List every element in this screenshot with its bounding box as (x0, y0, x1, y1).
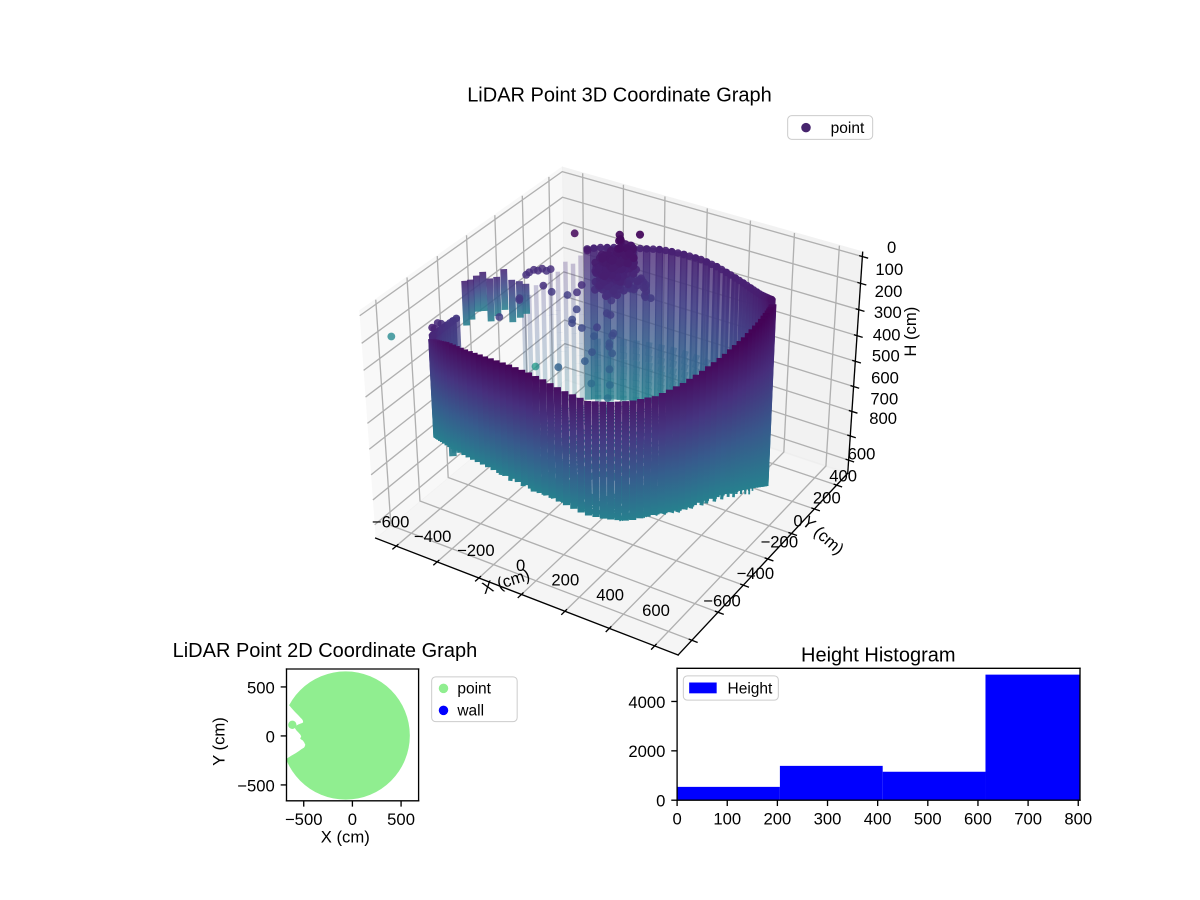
svg-text:400: 400 (829, 466, 857, 485)
svg-text:H (cm): H (cm) (901, 307, 920, 357)
svg-text:−400: −400 (737, 564, 775, 583)
svg-text:700: 700 (1014, 810, 1042, 829)
svg-text:200: 200 (875, 282, 903, 301)
svg-text:500: 500 (872, 346, 900, 365)
svg-text:−600: −600 (372, 513, 410, 532)
svg-text:500: 500 (247, 678, 275, 697)
svg-text:wall: wall (456, 703, 484, 720)
svg-text:800: 800 (869, 409, 897, 428)
svg-text:700: 700 (870, 390, 898, 409)
svg-text:500: 500 (914, 810, 942, 829)
svg-text:2000: 2000 (628, 742, 665, 761)
svg-text:400: 400 (596, 586, 624, 605)
svg-text:−200: −200 (457, 541, 495, 560)
svg-text:800: 800 (1064, 810, 1092, 829)
svg-text:−200: −200 (761, 532, 799, 551)
svg-text:Height Histogram: Height Histogram (801, 644, 956, 666)
svg-text:−400: −400 (414, 527, 452, 546)
svg-text:0: 0 (793, 511, 802, 530)
svg-text:0: 0 (672, 810, 681, 829)
svg-text:LiDAR Point 2D Coordinate Grap: LiDAR Point 2D Coordinate Graph (173, 640, 478, 662)
svg-text:0: 0 (656, 792, 665, 811)
svg-text:400: 400 (864, 810, 892, 829)
svg-text:200: 200 (763, 810, 791, 829)
svg-text:500: 500 (387, 810, 415, 829)
svg-text:X (cm): X (cm) (321, 828, 370, 847)
svg-text:200: 200 (551, 570, 579, 589)
svg-text:LiDAR Point 3D Coordinate Grap: LiDAR Point 3D Coordinate Graph (467, 84, 772, 106)
svg-text:−500: −500 (285, 810, 323, 829)
svg-text:point: point (457, 681, 491, 698)
svg-text:300: 300 (874, 303, 902, 322)
svg-text:Y (cm): Y (cm) (209, 717, 228, 766)
svg-text:0: 0 (348, 810, 357, 829)
svg-text:−600: −600 (703, 591, 741, 610)
svg-text:0: 0 (516, 556, 525, 575)
svg-text:4000: 4000 (628, 693, 665, 712)
svg-text:100: 100 (713, 810, 741, 829)
svg-text:600: 600 (871, 368, 899, 387)
svg-text:0: 0 (266, 727, 275, 746)
svg-text:200: 200 (813, 488, 841, 507)
svg-text:point: point (831, 120, 865, 137)
svg-text:300: 300 (814, 810, 842, 829)
svg-text:0: 0 (887, 238, 896, 257)
svg-text:600: 600 (848, 444, 876, 463)
svg-text:100: 100 (875, 260, 903, 279)
svg-text:−500: −500 (237, 776, 275, 795)
svg-text:400: 400 (873, 325, 901, 344)
svg-text:Height: Height (728, 680, 773, 697)
svg-text:600: 600 (642, 601, 670, 620)
svg-text:600: 600 (964, 810, 992, 829)
